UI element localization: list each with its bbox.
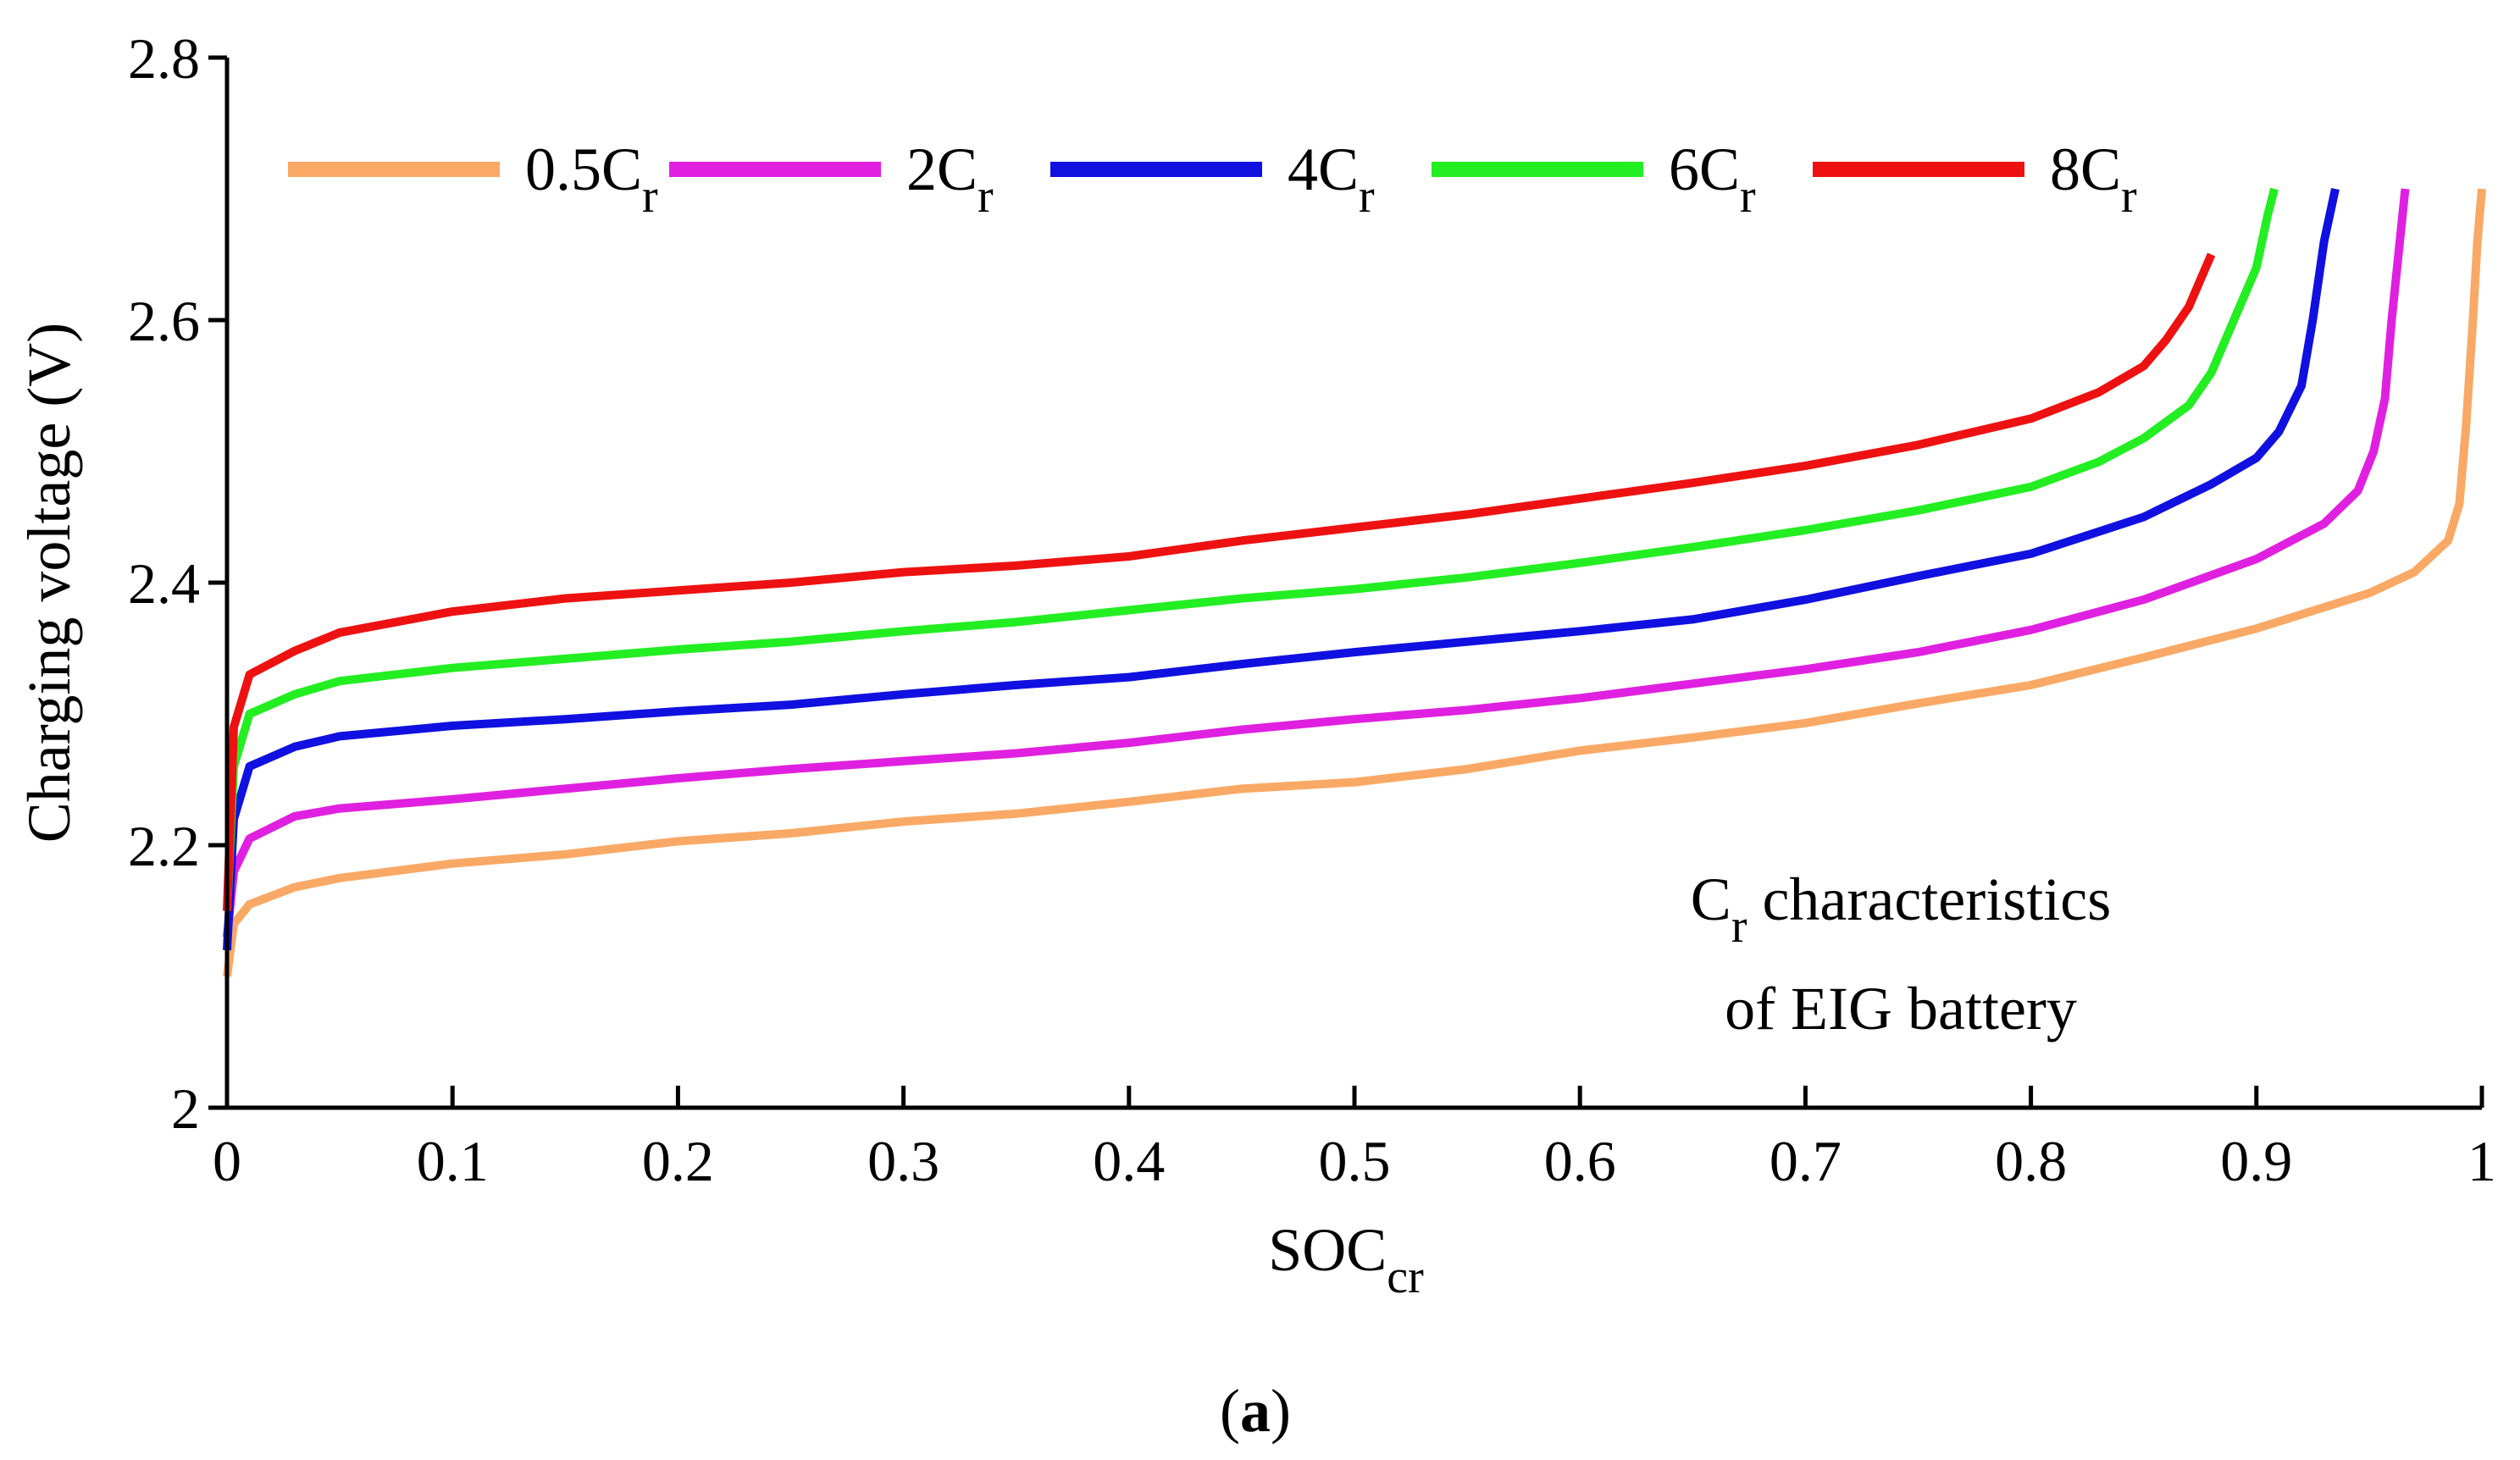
legend-label: 8Cr: [2050, 135, 2137, 223]
legend-label-main: 6C: [1669, 135, 1740, 203]
x-tick-label: 0.4: [1093, 1129, 1165, 1193]
legend-label: 6Cr: [1669, 135, 1756, 223]
x-tick-label: 1: [2467, 1129, 2496, 1193]
y-axis-title: Charging voltage (V): [15, 323, 83, 843]
series-line-8c: [223, 252, 2216, 911]
x-axis-title: SOCcr: [1268, 1216, 1424, 1303]
x-tick-label: 0.3: [867, 1129, 939, 1193]
x-tick-label: 0.7: [1770, 1129, 1842, 1193]
legend-label-sub: r: [642, 170, 658, 223]
x-ticks: 0 0.1 0.2 0.3 0.4 0.5 0.6 0.7 0.8 0.9 1: [213, 1086, 2496, 1193]
legend-label-sub: r: [1740, 170, 1756, 223]
y-tick-label: 2.6: [128, 289, 200, 353]
x-tick-label: 0.9: [2220, 1129, 2292, 1193]
series-group: [223, 187, 2486, 977]
legend-label-main: 4C: [1288, 135, 1359, 203]
x-axis-title-main: SOC: [1268, 1216, 1387, 1284]
x-tick-label: 0.5: [1319, 1129, 1391, 1193]
y-tick-label: 2.8: [128, 26, 200, 91]
legend-label-sub: r: [978, 170, 994, 223]
legend-label: 4Cr: [1288, 135, 1375, 223]
annotation-symbol: C: [1691, 865, 1731, 933]
x-tick-label: 0.6: [1544, 1129, 1616, 1193]
legend-label-sub: r: [2121, 170, 2137, 223]
legend-label-main: 8C: [2050, 135, 2121, 203]
x-tick-label: 0.8: [1995, 1129, 2067, 1193]
annotation-rest: characteristics: [1747, 865, 2111, 933]
annotation-line-2: of EIG battery: [1725, 975, 2077, 1042]
series-line-6c: [223, 187, 2279, 911]
panel-label: (a): [1220, 1377, 1291, 1445]
x-tick-label: 0: [213, 1129, 241, 1193]
panel-label-close: ): [1271, 1377, 1291, 1445]
y-tick-label: 2: [171, 1076, 200, 1141]
y-tick-label: 2.4: [128, 551, 200, 616]
legend-label-main: 2C: [906, 135, 978, 203]
y-ticks: 2 2.2 2.4 2.6 2.8: [128, 26, 227, 1141]
legend-label: 0.5Cr: [525, 135, 658, 223]
annotation-line-1: Cr characteristics: [1691, 865, 2111, 953]
axes: [224, 58, 2482, 1110]
panel-label-open: (: [1220, 1377, 1240, 1445]
series-line-0_5c: [223, 188, 2486, 977]
legend-label-sub: r: [1359, 170, 1375, 223]
x-axis-title-sub: cr: [1387, 1251, 1424, 1303]
series-line-2c: [223, 188, 2410, 938]
legend: 0.5Cr 2Cr 4Cr 6Cr 8Cr: [288, 135, 2137, 223]
legend-label-main: 0.5C: [525, 135, 642, 203]
x-tick-label: 0.2: [642, 1129, 714, 1193]
y-tick-label: 2.2: [128, 814, 200, 878]
annotation-symbol-sub: r: [1731, 900, 1747, 953]
panel-label-letter: a: [1240, 1377, 1271, 1445]
x-tick-label: 0.1: [417, 1129, 489, 1193]
series-line-4c: [223, 187, 2340, 951]
legend-label: 2Cr: [906, 135, 994, 223]
